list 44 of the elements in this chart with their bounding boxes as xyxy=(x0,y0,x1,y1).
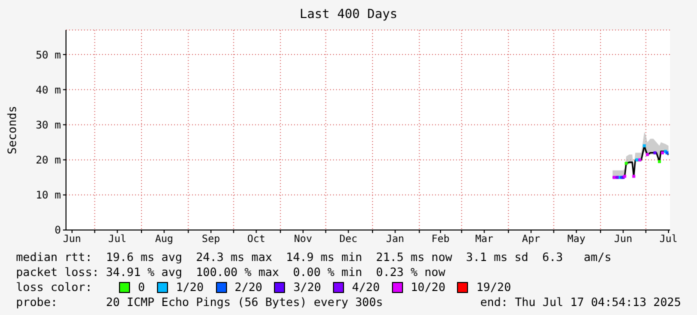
legend-label: 4/20 xyxy=(352,280,380,295)
text: probe: 20 ICMP Echo Pings (56 Bytes) every 300s xyxy=(16,295,383,310)
y-axis-title: Seconds xyxy=(5,106,20,154)
point xyxy=(658,160,661,164)
x-tick-label: Jan xyxy=(386,234,404,246)
point xyxy=(638,158,642,162)
x-tick-label: Mar xyxy=(475,234,494,246)
x-tick-label: Dec xyxy=(339,234,358,246)
x-tick-label: Feb xyxy=(431,234,450,246)
point xyxy=(660,151,664,154)
text: packet loss: 34.91 % avg 100.00 % max 0.00 % min 0.23 % now xyxy=(16,265,446,280)
legend-label: 2/20 xyxy=(234,280,262,295)
y-tick-label: 30 m xyxy=(36,119,61,132)
point xyxy=(642,144,646,148)
legend-label: 10/20 xyxy=(410,280,446,295)
x-tick-label: Apr xyxy=(522,234,540,246)
x-tick-label: Jul xyxy=(108,234,126,246)
legend-label: 3/20 xyxy=(293,280,322,295)
x-tick-label: Nov xyxy=(294,234,312,246)
y-tick-label: 40 m xyxy=(36,84,61,96)
point xyxy=(646,153,649,156)
point xyxy=(624,162,628,165)
legend-label: 1/20 xyxy=(176,280,204,295)
chart-title: Last 400 Days xyxy=(298,5,398,22)
y-tick-label: 10 m xyxy=(36,190,61,202)
y-tick-label: 0 xyxy=(54,224,61,237)
y-tick-label: 20 m xyxy=(36,154,61,167)
x-tick-label: Jun xyxy=(614,234,632,246)
legend-label: 19/20 xyxy=(476,280,511,295)
point xyxy=(635,158,638,162)
point xyxy=(612,176,616,179)
text: median rtt: 19.6 ms avg 24.3 ms max 14.9 ms min 21.5 ms now 3.1 ms sd 6.3 am/s xyxy=(16,250,612,265)
x-tick-label: May xyxy=(567,234,586,246)
x-tick-label: Jul xyxy=(659,234,678,246)
point xyxy=(632,174,636,178)
point xyxy=(653,151,656,154)
legend-title: loss color: xyxy=(16,280,94,295)
legend-label: 0 xyxy=(138,280,145,295)
text: end: Thu Jul 17 04:54:13 2025 xyxy=(480,295,681,310)
x-tick-label: Sep xyxy=(202,234,220,246)
x-tick-label: Jun xyxy=(63,234,82,246)
y-tick-label: 50 m xyxy=(36,49,61,62)
x-tick-label: Aug xyxy=(155,234,174,246)
x-tick-label: Oct xyxy=(247,234,266,246)
